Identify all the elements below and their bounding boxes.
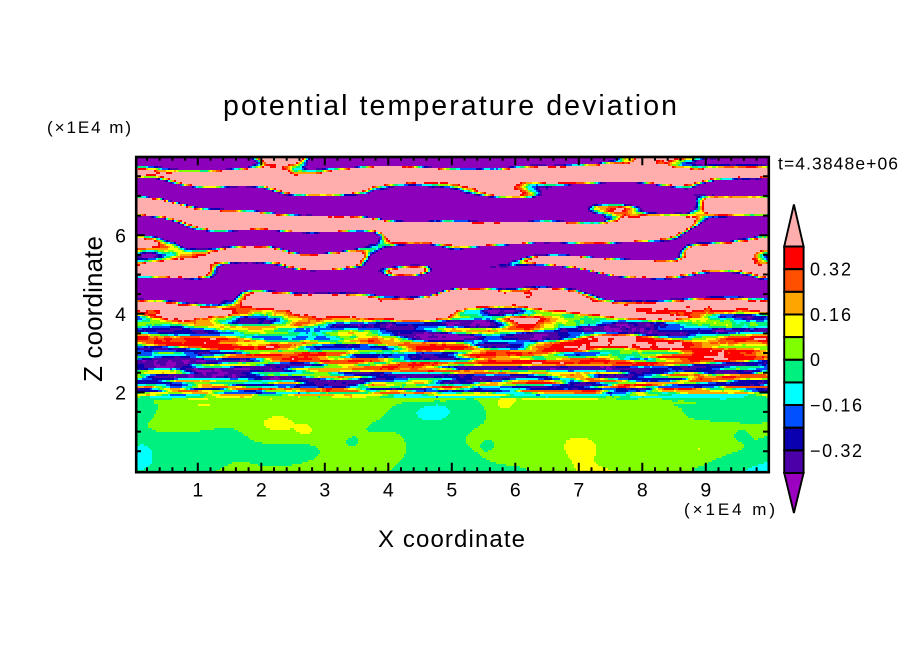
svg-text:9: 9 [700,480,711,502]
svg-text:(×1E4 m): (×1E4 m) [684,500,775,519]
svg-text:−0.32: −0.32 [810,441,862,461]
svg-text:t=4.3848e+06: t=4.3848e+06 [778,154,898,174]
svg-text:(×1E4 m): (×1E4 m) [47,118,131,137]
svg-text:4: 4 [383,480,394,502]
svg-text:−0.16: −0.16 [810,396,862,416]
svg-text:2: 2 [256,480,267,502]
svg-text:6: 6 [510,480,521,502]
svg-text:1: 1 [192,480,203,502]
svg-text:6: 6 [115,225,126,247]
svg-text:4: 4 [115,304,126,326]
svg-text:2: 2 [115,383,126,405]
svg-text:3: 3 [319,480,330,502]
svg-text:8: 8 [637,480,648,502]
svg-text:potential temperature deviatio: potential temperature deviation [223,90,677,122]
svg-text:X coordinate: X coordinate [378,526,525,553]
svg-text:7: 7 [573,480,584,502]
svg-text:Z coordinate: Z coordinate [78,236,108,382]
svg-text:0.16: 0.16 [810,305,851,325]
svg-text:5: 5 [446,480,457,502]
svg-text:0.32: 0.32 [810,260,851,280]
svg-text:0: 0 [810,350,820,370]
